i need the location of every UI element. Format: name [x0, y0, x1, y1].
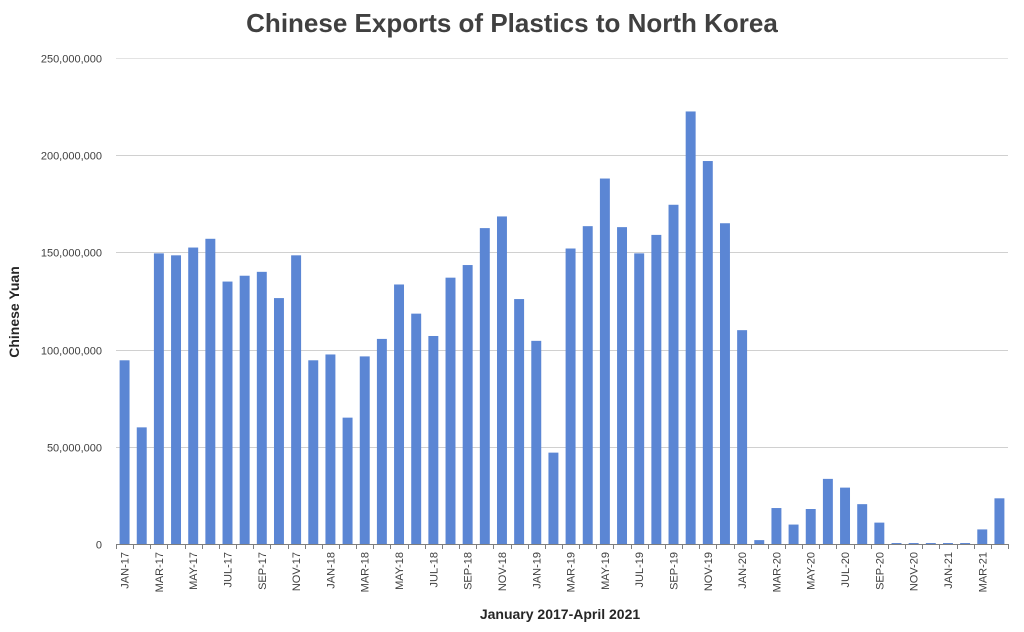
x-tick-label: JUL-20 [840, 552, 852, 587]
bar-apr-18 [376, 338, 387, 544]
x-axis-label: January 2017-April 2021 [479, 606, 641, 622]
bar-may-18 [394, 284, 405, 544]
bar-jul-19 [634, 253, 645, 544]
y-tick-labels: 0 50,000,000 100,000,000 150,000,000 200,000… [41, 54, 102, 552]
bar-jan-19 [531, 340, 542, 544]
x-tick-label: MAR-17 [154, 552, 166, 592]
bar-sep-17 [256, 271, 267, 544]
bar-dec-19 [719, 223, 730, 545]
bar-jan-17 [119, 360, 130, 544]
x-tick-label: MAY-17 [188, 552, 200, 590]
bar-sep-18 [462, 265, 473, 544]
bar-feb-19 [548, 452, 559, 544]
y-tick-label: 250,000,000 [41, 54, 102, 66]
bar-nov-20 [908, 543, 919, 544]
bar-aug-19 [651, 234, 662, 544]
bar-jun-18 [411, 313, 422, 544]
y-tick-label: 50,000,000 [47, 443, 102, 455]
bar-feb-21 [960, 543, 971, 544]
x-axis [116, 544, 1009, 549]
x-tick-label: JAN-19 [531, 552, 543, 589]
x-tick-label: MAR-19 [566, 552, 578, 592]
bar-jul-17 [222, 281, 233, 544]
bar-dec-17 [308, 360, 319, 544]
bar-mar-21 [977, 529, 988, 544]
x-tick-label: JAN-18 [325, 552, 337, 589]
y-tick-label: 200,000,000 [41, 151, 102, 163]
bar-sep-20 [874, 522, 885, 544]
y-tick-label: 100,000,000 [41, 346, 102, 358]
x-tick-label: JUL-17 [223, 552, 235, 587]
x-tick-label: JAN-17 [120, 552, 132, 589]
y-tick-label: 150,000,000 [41, 248, 102, 260]
x-tick-label: MAR-21 [977, 552, 989, 592]
bar-jun-20 [822, 478, 833, 544]
bar-oct-20 [891, 543, 902, 544]
bar-feb-17 [136, 427, 147, 544]
bar-mar-20 [771, 508, 782, 544]
bars [119, 111, 1005, 545]
bar-aug-18 [445, 277, 456, 544]
x-tick-label: JUL-18 [428, 552, 440, 587]
bar-may-19 [599, 178, 610, 544]
bar-oct-18 [479, 228, 490, 544]
x-tick-label: MAY-20 [806, 552, 818, 590]
x-tick-label: SEP-19 [669, 552, 681, 590]
x-tick-label: MAR-20 [771, 552, 783, 592]
x-tick-label: JUL-19 [634, 552, 646, 587]
bar-apr-19 [582, 226, 593, 544]
x-tick-label: NOV-19 [703, 552, 715, 591]
bar-mar-19 [565, 248, 576, 544]
bar-aug-17 [239, 275, 250, 544]
bar-jan-20 [737, 330, 748, 544]
x-tick-label: SEP-18 [463, 552, 475, 590]
bar-apr-20 [788, 524, 799, 544]
bar-jun-17 [205, 238, 216, 545]
x-tick-label: SEP-20 [874, 552, 886, 590]
bar-apr-21 [994, 498, 1005, 544]
bar-jul-20 [840, 487, 851, 544]
bar-nov-17 [291, 255, 302, 544]
bar-may-20 [805, 509, 816, 544]
x-tick-label: MAY-19 [600, 552, 612, 590]
x-tick-label: JAN-21 [943, 552, 955, 589]
chart-title: Chinese Exports of Plastics to North Kor… [246, 8, 778, 38]
x-tick-labels: JAN-17 MAR-17 MAY-17 JUL-17 SEP-17 NOV-17 JAN-… [120, 552, 990, 592]
y-tick-label: 0 [96, 540, 102, 552]
bar-jan-18 [325, 354, 336, 544]
x-tick-label: SEP-17 [257, 552, 269, 590]
bar-apr-17 [171, 255, 182, 544]
bar-dec-18 [514, 299, 525, 544]
bar-oct-19 [685, 111, 696, 545]
bar-mar-17 [153, 253, 164, 544]
x-tick-label: JAN-20 [737, 552, 749, 589]
gridlines [116, 58, 1008, 448]
bar-feb-18 [342, 417, 353, 544]
bar-feb-20 [754, 540, 765, 544]
x-tick-label: MAY-18 [394, 552, 406, 590]
bar-may-17 [188, 247, 199, 545]
bar-aug-20 [857, 504, 868, 544]
bar-oct-17 [273, 298, 284, 544]
x-tick-label: NOV-17 [291, 552, 303, 591]
bar-sep-19 [668, 204, 679, 544]
bar-jun-19 [617, 227, 628, 544]
x-tick-label: NOV-18 [497, 552, 509, 591]
bar-nov-19 [702, 161, 713, 544]
x-tick-label: MAR-18 [360, 552, 372, 592]
bar-jul-18 [428, 335, 439, 544]
bar-mar-18 [359, 356, 370, 544]
bar-jan-21 [942, 543, 953, 544]
bar-dec-20 [925, 543, 936, 544]
bar-nov-18 [496, 216, 507, 544]
x-tick-label: NOV-20 [909, 552, 921, 591]
